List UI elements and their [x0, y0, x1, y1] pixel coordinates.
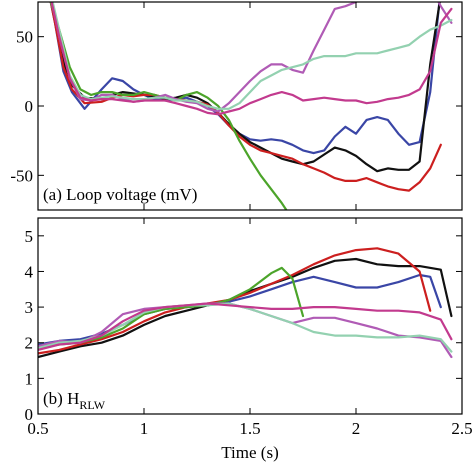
x-axis-label: Time (s) — [221, 443, 278, 462]
panel-label-subscript: RLW — [79, 398, 105, 412]
series-line-7 — [38, 302, 453, 351]
y-tick-label: 5 — [25, 227, 34, 246]
x-tick-label: 1 — [140, 419, 149, 438]
panel-label: (b) HRLW — [43, 389, 106, 412]
x-tick-label: 2 — [352, 419, 361, 438]
y-tick-label: 3 — [25, 298, 34, 317]
series-line-3 — [49, 2, 442, 192]
y-tick-label: 0 — [25, 405, 34, 424]
x-tick-label: 2.5 — [451, 419, 472, 438]
y-tick-label: 4 — [25, 262, 34, 281]
x-tick-label: 0.5 — [27, 419, 48, 438]
series-line-6 — [51, 2, 453, 110]
panel-a-loop-voltage: -50 0 50 (a) Loop voltage (mV) — [10, 1, 463, 211]
series-line-3 — [38, 247, 432, 355]
series-group — [38, 247, 453, 359]
series-line-2 — [50, 2, 441, 173]
series-line-4 — [49, 2, 288, 210]
series-line-2 — [38, 257, 453, 359]
series-line-5 — [50, 2, 453, 113]
x-tick-label: 1.5 — [239, 419, 260, 438]
y-tick-label: 1 — [25, 369, 34, 388]
y-tick-label: 50 — [16, 28, 33, 47]
panel-b-h-rlw: 0 1 2 3 4 5 0.5 1 1.5 2 2.5 (b) HRLW — [25, 217, 473, 438]
series-line-1 — [49, 2, 441, 155]
plot-frame — [37, 217, 463, 415]
y-tick-label: 2 — [25, 334, 34, 353]
plot-frame — [37, 1, 463, 211]
y-tick-label: -50 — [10, 166, 33, 185]
y-tick-label: 0 — [25, 97, 34, 116]
series-group — [49, 2, 453, 210]
panel-label: (a) Loop voltage (mV) — [43, 185, 197, 204]
series-line-7 — [50, 2, 453, 116]
